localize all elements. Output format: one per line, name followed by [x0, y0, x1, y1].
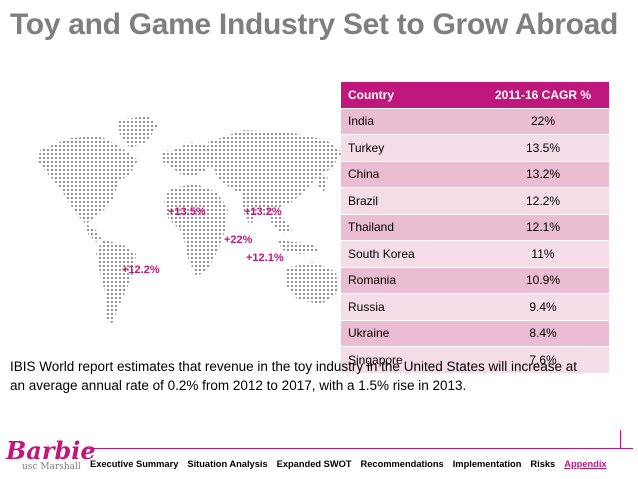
map-label-turkey: +13.5% [168, 206, 206, 218]
country-cell: Romania [341, 266, 477, 294]
country-cell: India [341, 107, 477, 135]
nav-situation-analysis[interactable]: Situation Analysis [187, 459, 268, 469]
footer-nav: Executive Summary Situation Analysis Exp… [90, 459, 607, 469]
table-row: Russia 9.4% [341, 293, 609, 320]
table-row: Romania 10.9% [341, 266, 609, 294]
table-row: Singapore 7.6% [341, 346, 609, 373]
world-map: +13.5% +13.2% +22% +12.1% +12.2% [30, 112, 350, 337]
country-cell: China [341, 160, 477, 188]
map-label-brazil: +12.2% [122, 264, 160, 276]
cagr-cell: 22% [477, 107, 609, 135]
nav-executive-summary[interactable]: Executive Summary [90, 459, 179, 469]
nav-risks[interactable]: Risks [530, 459, 556, 469]
nav-recommendations[interactable]: Recommendations [360, 459, 444, 469]
cagr-cell: 10.9% [477, 266, 609, 294]
cagr-cell: 13.2% [477, 160, 609, 188]
country-cell: Singapore [341, 346, 477, 373]
footer-divider-vertical [620, 430, 621, 449]
slide-title: Toy and Game Industry Set to Grow Abroad [10, 8, 619, 41]
table-row: Turkey 13.5% [341, 134, 609, 161]
table-row: Thailand 12.1% [341, 213, 609, 241]
footer-divider [85, 448, 633, 449]
table-header-row: Country 2011-16 CAGR % [341, 81, 609, 108]
cagr-cell: 12.1% [477, 213, 609, 241]
cagr-cell: 7.6% [477, 346, 609, 373]
country-cell: South Korea [341, 240, 477, 267]
country-cell: Thailand [341, 213, 477, 241]
cagr-cell: 8.4% [477, 319, 609, 347]
cagr-table: Country 2011-16 CAGR % India 22% Turkey … [341, 81, 609, 373]
column-header-cagr: 2011-16 CAGR % [477, 81, 609, 108]
country-cell: Ukraine [341, 319, 477, 347]
table-row: Brazil 12.2% [341, 187, 609, 214]
barbie-logo: Barbie [6, 436, 96, 465]
map-label-thailand: +12.1% [246, 252, 284, 264]
map-label-india: +22% [224, 234, 253, 246]
table-row: Ukraine 8.4% [341, 319, 609, 347]
cagr-cell: 13.5% [477, 134, 609, 161]
table-row: China 13.2% [341, 160, 609, 188]
column-header-country: Country [341, 81, 477, 108]
country-cell: Russia [341, 293, 477, 320]
nav-expanded-swot[interactable]: Expanded SWOT [276, 459, 352, 469]
ibis-world-note: IBIS World report estimates that revenue… [10, 359, 578, 393]
table-row: India 22% [341, 107, 609, 135]
table-row: South Korea 11% [341, 240, 609, 267]
country-cell: Brazil [341, 187, 477, 214]
cagr-cell: 9.4% [477, 293, 609, 320]
world-map-graphic [38, 116, 342, 324]
nav-implementation[interactable]: Implementation [452, 459, 522, 469]
usc-marshall-logo: usc Marshall [22, 462, 81, 472]
cagr-cell: 12.2% [477, 187, 609, 214]
map-label-china: +13.2% [244, 206, 282, 218]
country-cell: Turkey [341, 134, 477, 161]
cagr-cell: 11% [477, 240, 609, 267]
nav-appendix[interactable]: Appendix [564, 459, 607, 469]
